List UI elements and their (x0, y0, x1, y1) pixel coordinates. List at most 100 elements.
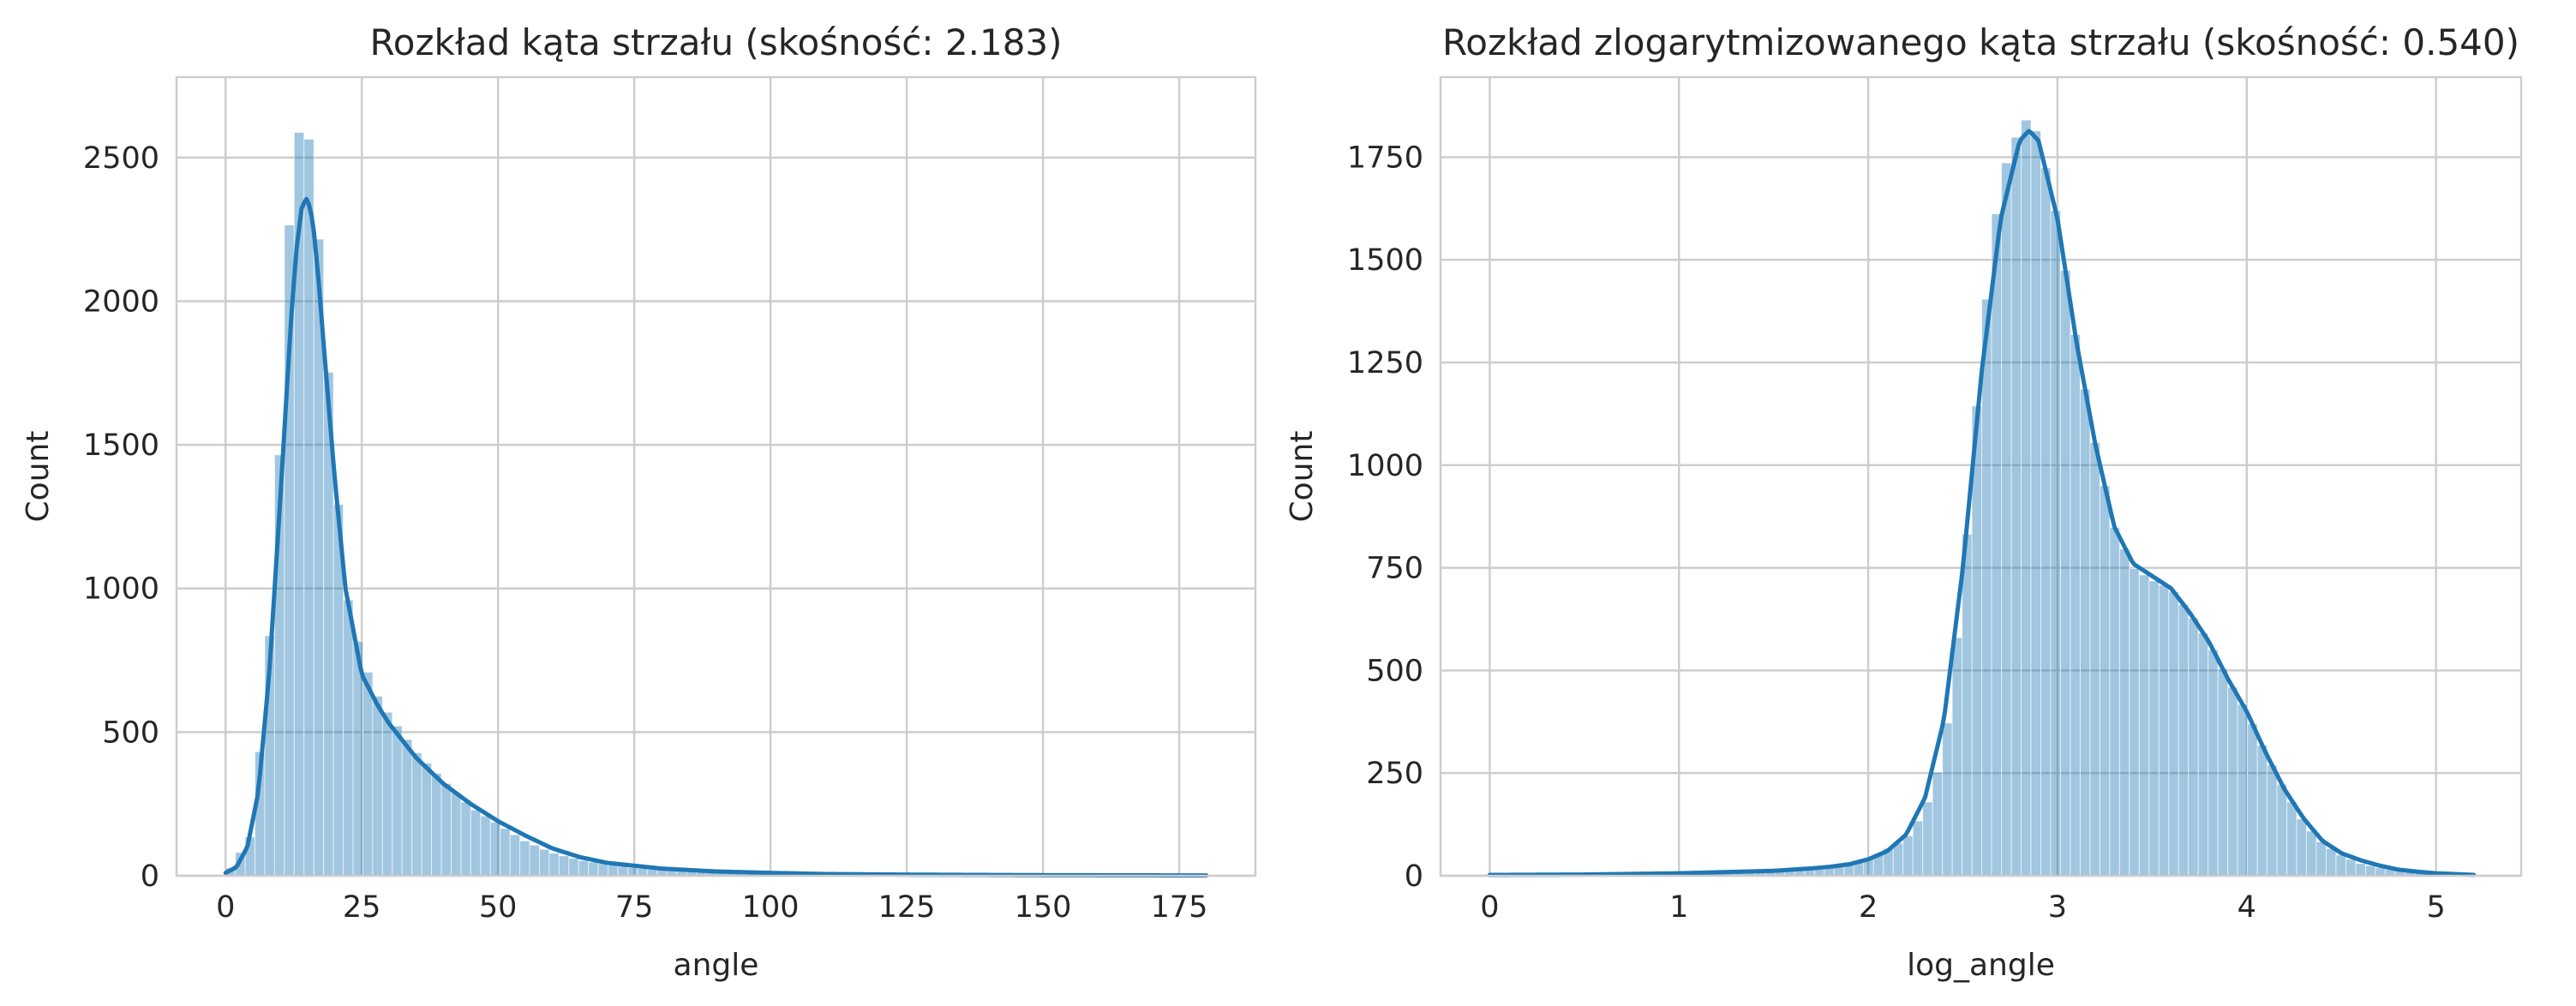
histogram-bar (519, 840, 530, 877)
y-tick-label: 0 (141, 859, 159, 894)
histogram-bar (2355, 863, 2366, 877)
histogram-bar (1912, 820, 1924, 877)
axes-frame (1439, 75, 2523, 877)
y-tick-label: 1000 (83, 572, 159, 607)
histogram-bar (608, 864, 619, 877)
histogram-bar (2276, 783, 2288, 877)
histogram-bar (1991, 213, 2003, 877)
histogram-bar (2247, 723, 2258, 877)
histogram-bar (2335, 854, 2347, 877)
chart-panel-2: 0 1 2 3 4 5 0 250 500 750 1000 1250 1500 1750 Rozkład … (1285, 21, 2523, 983)
histogram-bar (411, 752, 422, 877)
histogram-bar (480, 815, 491, 877)
histogram-bar (2099, 485, 2111, 877)
histogram-bar (303, 138, 315, 877)
kde-line (1487, 129, 2477, 877)
axes-frame (175, 75, 1257, 877)
x-tick-label: 0 (216, 890, 235, 925)
x-tick-label: 50 (479, 890, 518, 925)
histogram-bar (2188, 617, 2199, 877)
x-tick-label: 3 (2048, 890, 2067, 925)
histogram-bar (588, 861, 599, 877)
histogram-bar (2178, 604, 2190, 877)
histogram-bars (225, 132, 1207, 877)
x-tick-label: 100 (742, 890, 800, 925)
histogram-bar (2168, 591, 2179, 877)
histogram-bar (2129, 567, 2140, 877)
histogram-bar (2315, 841, 2327, 877)
histogram-bar (2070, 333, 2081, 877)
histogram-bar (2296, 818, 2308, 877)
y-tick-label: 1500 (83, 428, 159, 463)
x-tick-label: 0 (1480, 890, 1499, 925)
y-axis-label: Count (1285, 431, 1320, 523)
histogram-bar (578, 859, 590, 877)
histogram-bar (500, 828, 511, 877)
histogram-bar (2267, 764, 2278, 877)
histogram-bar (2326, 847, 2337, 877)
histogram-bar (2345, 859, 2357, 877)
y-tick-label: 1500 (1347, 243, 1423, 278)
y-axis-label: Count (21, 431, 56, 523)
y-tick-label: 1750 (1347, 141, 1423, 175)
histogram-bar (2079, 388, 2091, 877)
histogram-bar (372, 696, 383, 877)
histogram-bar (2197, 632, 2209, 877)
histogram-bar (1981, 298, 1992, 877)
histogram-bar (2208, 649, 2219, 877)
x-tick-label: 125 (878, 890, 936, 925)
histogram-bar (489, 822, 501, 877)
histogram-bar (470, 809, 482, 877)
histogram-bar (2148, 580, 2160, 877)
x-axis-label: angle (674, 948, 759, 983)
histogram-bar (421, 763, 433, 877)
y-tick-label: 1000 (1347, 449, 1423, 483)
histogram-bar (1951, 637, 1963, 877)
y-tick-label: 250 (1366, 757, 1423, 791)
y-tick-label: 0 (1405, 859, 1423, 894)
histogram-bar (2030, 130, 2042, 877)
histogram-bar (548, 853, 560, 877)
x-tick-label: 4 (2238, 890, 2256, 925)
histogram-bar (2109, 527, 2120, 877)
histogram-bar (401, 739, 413, 877)
histogram-bar (538, 848, 550, 877)
x-axis-label: log_angle (1907, 948, 2055, 983)
histogram-bar (362, 671, 374, 877)
histogram-bar (2050, 210, 2061, 877)
chart-title: Rozkład zlogarytmizowanego kąta strzału … (1442, 21, 2519, 63)
histogram-bar (637, 867, 648, 877)
histogram-bar (440, 782, 452, 877)
y-tick-label: 2000 (83, 284, 159, 319)
histogram-bar (1962, 533, 1973, 877)
histogram-bar (2158, 584, 2170, 877)
histogram-bar (626, 866, 638, 877)
histogram-bar (2001, 162, 2012, 877)
histogram-bar (1942, 722, 1953, 877)
histogram-bar (2306, 830, 2317, 877)
histogram-bar (1922, 801, 1933, 877)
y-tick-label: 1250 (1347, 346, 1423, 380)
histogram-bar (2118, 548, 2130, 877)
histogram-bar (392, 725, 403, 877)
histogram-bar (617, 865, 628, 877)
histogram-bar (460, 801, 471, 877)
y-tick-label: 750 (1366, 552, 1423, 586)
x-tick-label: 2 (1859, 890, 1878, 925)
histogram-bar (2375, 867, 2386, 877)
histogram-bar (568, 858, 579, 877)
histogram-bar (2237, 704, 2249, 877)
histogram-bar (343, 599, 354, 877)
histogram-bar (2138, 574, 2150, 877)
chart-panel-1: 0 25 50 75 100 125 150 175 0 500 1000 1500 2000 2500 R… (21, 21, 1257, 983)
histogram-bar (509, 834, 521, 877)
histogram-bar (2364, 865, 2376, 877)
y-tick-label: 500 (1366, 654, 1423, 688)
x-tick-label: 175 (1151, 890, 1208, 925)
chart-title: Rozkład kąta strzału (skośność: 2.183) (369, 21, 1062, 63)
histogram-bars (1489, 119, 2484, 877)
x-tick-label: 75 (615, 890, 654, 925)
histogram-bar (2227, 686, 2238, 877)
histogram-bar (529, 844, 540, 877)
histogram-bar (1932, 771, 1944, 877)
